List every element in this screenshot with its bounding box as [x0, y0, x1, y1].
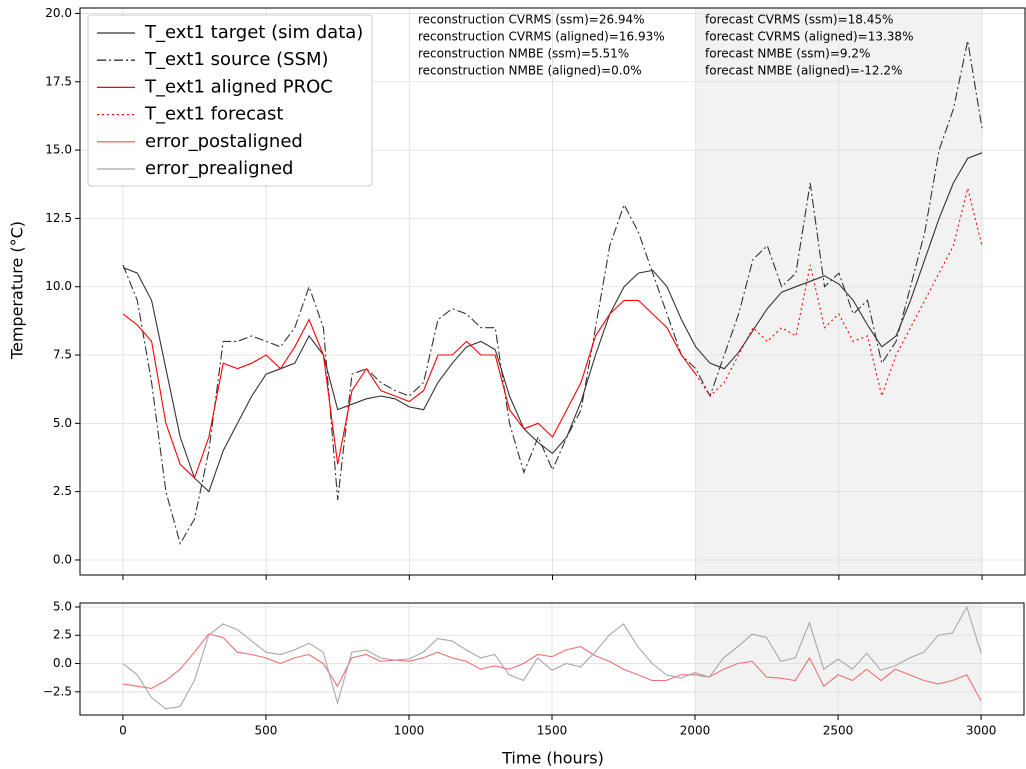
y-tick-label: 2.5 — [53, 628, 72, 642]
annotation: forecast CVRMS (ssm)=18.45% — [705, 13, 893, 27]
y-tick-label: 10.0 — [45, 279, 72, 293]
legend-label: T_ext1 aligned PROC — [144, 76, 333, 97]
axes-frame — [79, 7, 1026, 576]
x-axis-label: Time (hours) — [501, 749, 604, 768]
y-tick-label: 0.0 — [53, 656, 72, 670]
series-line — [122, 40, 983, 546]
series-line — [122, 299, 697, 479]
annotation: reconstruction NMBE (ssm)=5.51% — [418, 47, 629, 61]
x-tick-label: 3000 — [966, 724, 997, 738]
annotation: reconstruction CVRMS (aligned)=16.93% — [418, 30, 665, 44]
annotation: forecast CVRMS (aligned)=13.38% — [705, 30, 913, 44]
series-line — [122, 633, 982, 702]
series-line — [122, 605, 982, 710]
y-tick-label: 7.5 — [53, 348, 72, 362]
legend-box — [87, 14, 373, 187]
legend-label: T_ext1 forecast — [144, 104, 283, 125]
x-tick-label: 1000 — [394, 724, 425, 738]
legend-label: T_ext1 source (SSM) — [144, 49, 329, 70]
annotation: reconstruction CVRMS (ssm)=26.94% — [418, 13, 645, 27]
annotation: forecast NMBE (ssm)=9.2% — [705, 47, 870, 61]
y-axis-label: Temperature (°C) — [8, 221, 27, 360]
legend-label: T_ext1 target (sim data) — [144, 22, 363, 43]
series-line — [695, 188, 983, 398]
y-tick-label: 15.0 — [45, 143, 72, 157]
y-tick-label: 20.0 — [45, 6, 72, 20]
annotation: reconstruction NMBE (aligned)=0.0% — [418, 64, 642, 78]
y-tick-label: 12.5 — [45, 211, 72, 225]
axes-frame — [79, 602, 1025, 716]
x-tick-label: 0 — [119, 724, 127, 738]
y-tick-label: 2.5 — [53, 484, 72, 498]
y-tick-label: 0.0 — [53, 552, 72, 566]
x-tick-label: 2000 — [680, 724, 711, 738]
annotation: forecast NMBE (aligned)=-12.2% — [705, 64, 902, 78]
x-tick-label: 2500 — [823, 724, 854, 738]
legend-label: error_postaligned — [145, 131, 303, 152]
y-tick-label: 17.5 — [45, 74, 72, 88]
x-tick-label: 500 — [254, 724, 277, 738]
series-line — [122, 152, 983, 493]
x-tick-label: 1500 — [537, 724, 568, 738]
y-tick-label: 5.0 — [53, 599, 72, 613]
legend-label: error_prealigned — [145, 158, 293, 179]
y-tick-label: −2.5 — [43, 684, 72, 698]
y-tick-label: 5.0 — [53, 416, 72, 430]
